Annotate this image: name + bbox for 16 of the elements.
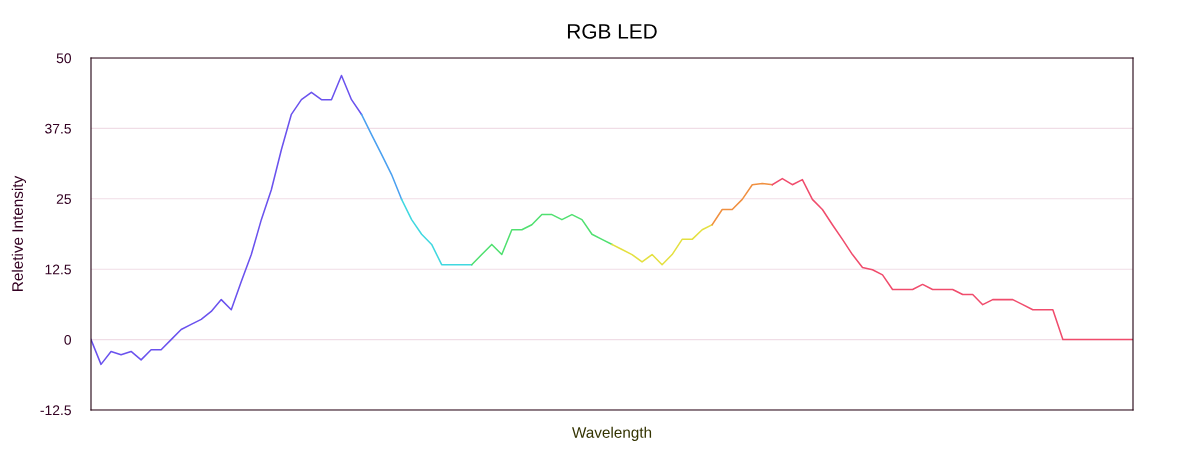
y-tick-label: 0 bbox=[64, 334, 72, 345]
line-series bbox=[470, 213, 613, 266]
line-series bbox=[771, 177, 1133, 341]
y-axis-title: Reletive Intensity bbox=[11, 175, 27, 291]
y-tick-label: 50 bbox=[56, 53, 72, 64]
y-tick-label: -12.5 bbox=[40, 405, 71, 416]
y-tick-label: 37.5 bbox=[45, 123, 71, 134]
line-series bbox=[400, 198, 473, 266]
x-axis-title: Wavelength bbox=[572, 426, 652, 441]
line-series bbox=[611, 223, 713, 266]
chart-title: RGB LED bbox=[567, 24, 657, 39]
line-series bbox=[360, 113, 403, 201]
line-series bbox=[711, 182, 774, 226]
line-series bbox=[91, 74, 363, 366]
y-tick-label: 25 bbox=[56, 194, 71, 204]
y-tick-label: 12.5 bbox=[45, 264, 71, 275]
